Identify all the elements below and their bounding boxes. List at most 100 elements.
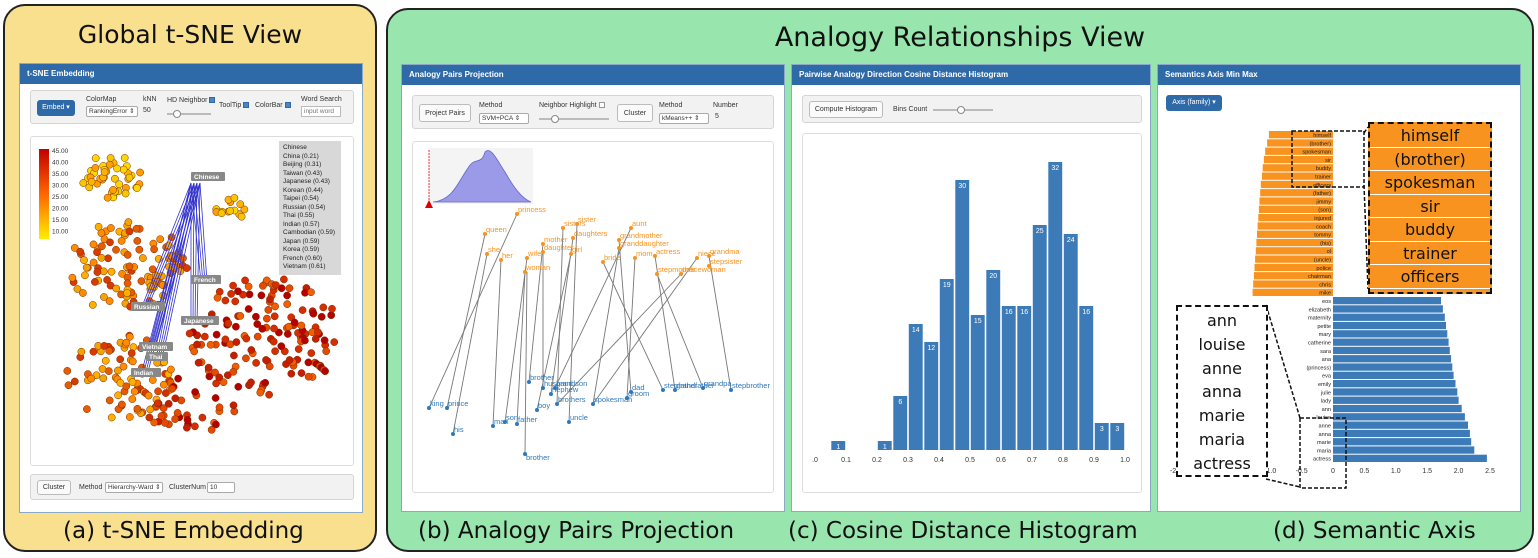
pairs-canvas[interactable]: princess queen she her wife woman mother daught… [412, 141, 774, 493]
tsne-point[interactable] [245, 305, 252, 312]
axis-select-button[interactable]: Axis (family) ▾ [1166, 95, 1222, 111]
tsne-point[interactable] [286, 285, 293, 292]
tsne-point[interactable] [139, 255, 146, 262]
semantic-bar[interactable] [1333, 363, 1452, 370]
pairs-method-select[interactable]: SVM+PCA ⇕ [479, 113, 529, 124]
tsne-point[interactable] [137, 169, 144, 176]
tsne-point[interactable] [138, 278, 145, 285]
tsne-point[interactable] [99, 365, 106, 372]
tsne-point[interactable] [108, 268, 115, 275]
tsne-point[interactable] [257, 389, 264, 396]
histogram-bar[interactable] [1064, 234, 1078, 450]
histogram-bar[interactable] [971, 315, 985, 450]
histogram-bar[interactable] [940, 279, 954, 450]
tsne-point[interactable] [320, 304, 327, 311]
knn-value[interactable]: 50 [143, 107, 151, 114]
tsne-point[interactable] [112, 246, 119, 253]
histogram-bar[interactable] [1017, 306, 1031, 450]
tsne-point[interactable] [286, 356, 293, 363]
tsne-point[interactable] [121, 154, 128, 161]
tsne-point[interactable] [129, 379, 136, 386]
word-label[interactable]: Japanese [184, 318, 214, 325]
colorbar-toggle[interactable]: ColorBar [255, 102, 291, 109]
tsne-point[interactable] [301, 337, 308, 344]
tsne-point[interactable] [92, 155, 99, 162]
tsne-point[interactable] [71, 378, 78, 385]
tsne-point[interactable] [129, 358, 136, 365]
hd-neighbor-toggle[interactable]: HD Neighbor [167, 97, 215, 104]
pairs-cluster-button[interactable]: Cluster [617, 104, 653, 122]
tsne-point[interactable] [69, 274, 76, 281]
tsne-point[interactable] [248, 346, 255, 353]
tsne-point[interactable] [213, 380, 220, 387]
tsne-point[interactable] [149, 266, 156, 273]
tooltip-checkbox[interactable] [243, 102, 249, 108]
tsne-point[interactable] [328, 312, 335, 319]
tsne-point[interactable] [114, 165, 121, 172]
tsne-point[interactable] [89, 301, 96, 308]
tsne-point[interactable] [234, 288, 241, 295]
tsne-canvas[interactable]: 45.00 40.00 35.00 30.00 25.00 20.00 15.00 10.00… [30, 136, 354, 466]
tsne-point[interactable] [154, 400, 161, 407]
colorbar-checkbox[interactable] [285, 102, 291, 108]
tsne-point[interactable] [322, 368, 329, 375]
tsne-point[interactable] [258, 292, 265, 299]
semantic-bar[interactable] [1333, 446, 1474, 453]
tsne-point[interactable] [233, 339, 240, 346]
tsne-point[interactable] [149, 376, 156, 383]
tsne-point[interactable] [113, 285, 120, 292]
semantic-bar[interactable] [1333, 422, 1468, 429]
tsne-point[interactable] [298, 322, 305, 329]
tsne-point[interactable] [205, 364, 212, 371]
tsne-point[interactable] [288, 370, 295, 377]
tsne-point[interactable] [214, 294, 221, 301]
tsne-point[interactable] [106, 298, 113, 305]
tsne-point[interactable] [212, 421, 219, 428]
tsne-point[interactable] [270, 338, 277, 345]
bins-slider-knob[interactable] [957, 106, 965, 114]
tsne-point[interactable] [102, 357, 109, 364]
tsne-point[interactable] [83, 264, 90, 271]
tsne-point[interactable] [201, 333, 208, 340]
tsne-point[interactable] [323, 348, 330, 355]
tsne-point[interactable] [64, 367, 71, 374]
tsne-point[interactable] [271, 313, 278, 320]
tsne-point[interactable] [191, 348, 198, 355]
tsne-point[interactable] [106, 161, 113, 168]
tsne-point[interactable] [266, 296, 273, 303]
word-label[interactable]: Vietnam [142, 344, 167, 351]
tsne-point[interactable] [230, 402, 237, 409]
tsne-point[interactable] [101, 169, 108, 176]
histogram-bar[interactable] [955, 180, 969, 450]
tsne-point[interactable] [263, 315, 270, 322]
tsne-point[interactable] [230, 282, 237, 289]
tsne-point[interactable] [247, 379, 254, 386]
tsne-point[interactable] [93, 249, 100, 256]
tsne-point[interactable] [65, 382, 72, 389]
tsne-point[interactable] [158, 412, 165, 419]
tsne-point[interactable] [80, 179, 87, 186]
tsne-point[interactable] [225, 320, 232, 327]
word-search-input[interactable] [301, 106, 341, 117]
tsne-point[interactable] [169, 385, 176, 392]
tsne-point[interactable] [331, 339, 338, 346]
tsne-point[interactable] [172, 416, 179, 423]
tsne-point[interactable] [162, 390, 169, 397]
tsne-point[interactable] [298, 370, 305, 377]
tsne-point[interactable] [246, 291, 253, 298]
tsne-point[interactable] [98, 243, 105, 250]
tsne-point[interactable] [128, 350, 135, 357]
tsne-point[interactable] [145, 392, 152, 399]
tsne-point[interactable] [206, 373, 213, 380]
tsne-point[interactable] [272, 348, 279, 355]
pairs-projection[interactable]: princessqueensheher wifewomanmotherdaught… [413, 142, 775, 494]
tsne-point[interactable] [122, 190, 129, 197]
tsne-point[interactable] [272, 282, 279, 289]
tsne-point[interactable] [253, 359, 260, 366]
tsne-point[interactable] [278, 343, 285, 350]
tsne-point[interactable] [270, 325, 277, 332]
tsne-point[interactable] [117, 356, 124, 363]
tsne-point[interactable] [191, 423, 198, 430]
tsne-point[interactable] [235, 383, 242, 390]
tsne-point[interactable] [126, 413, 133, 420]
